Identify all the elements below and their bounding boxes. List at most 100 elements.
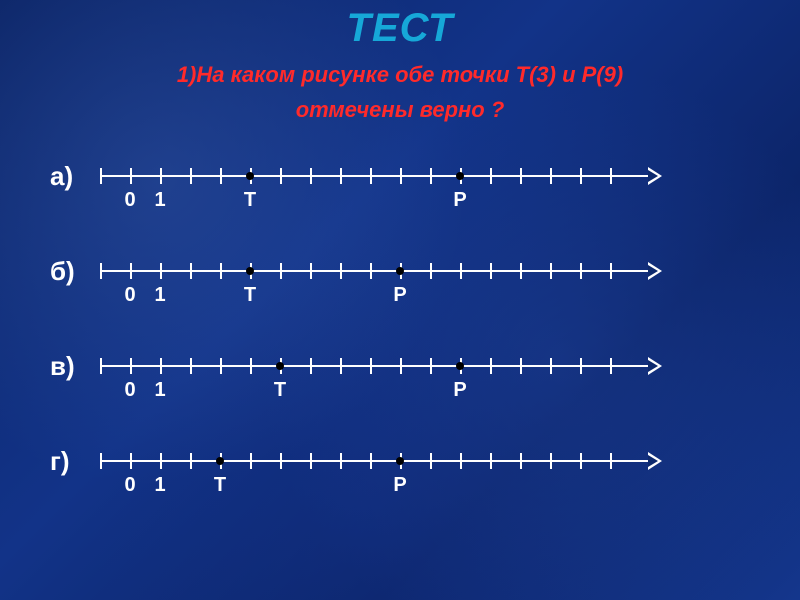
tick-mark [340,263,342,279]
point-dot [396,267,404,275]
axis-label-zero: 0 [124,189,135,212]
point-label: Т [214,474,226,497]
tick-mark [310,168,312,184]
tick-mark [160,168,162,184]
tick-mark [580,168,582,184]
tick-mark [430,453,432,469]
tick-mark [280,168,282,184]
tick-mark [550,263,552,279]
question-line2: отмечены верно ? [296,97,505,122]
tick-mark [370,358,372,374]
point-dot [456,172,464,180]
axis-line [100,175,660,177]
tick-mark [100,358,102,374]
tick-mark [490,263,492,279]
axis-line [100,460,660,462]
point-dot [396,457,404,465]
tick-mark [340,453,342,469]
point-label: Т [244,284,256,307]
axis-label-zero: 0 [124,284,135,307]
tick-mark [520,453,522,469]
tick-mark [550,168,552,184]
option-row[interactable]: а)01ТР [0,155,800,250]
point-label: Р [393,474,406,497]
tick-mark [100,168,102,184]
page-title: ТЕСТ [0,0,800,51]
tick-mark [430,168,432,184]
option-label: в) [50,351,75,382]
tick-mark [370,263,372,279]
tick-mark [100,453,102,469]
option-row[interactable]: б) 01 Т Р [0,250,800,345]
tick-mark [340,358,342,374]
point-dot [276,362,284,370]
tick-mark [430,358,432,374]
options-container: а)01ТРб)01ТРв)01ТРг)01ТР [0,155,800,535]
tick-mark [490,168,492,184]
option-row[interactable]: в)01ТР [0,345,800,440]
point-dot [246,267,254,275]
tick-mark [220,358,222,374]
number-line: 01 Т Р [100,250,660,310]
tick-mark [250,358,252,374]
axis-label-zero: 0 [124,474,135,497]
arrow-icon [648,357,662,375]
tick-mark [310,453,312,469]
arrow-icon [648,452,662,470]
tick-mark [400,358,402,374]
point-label: Р [453,189,466,212]
tick-mark [160,453,162,469]
tick-mark [490,358,492,374]
point-dot [456,362,464,370]
tick-mark [460,263,462,279]
option-row[interactable]: г) 01 Т Р [0,440,800,535]
tick-mark [220,263,222,279]
tick-mark [550,453,552,469]
tick-mark [190,453,192,469]
axis-label-one: 1 [154,189,165,212]
tick-mark [310,358,312,374]
tick-mark [610,358,612,374]
tick-mark [190,263,192,279]
tick-mark [190,168,192,184]
tick-mark [370,168,372,184]
tick-mark [250,453,252,469]
axis-label-zero: 0 [124,379,135,402]
arrow-icon [648,167,662,185]
number-line: 01 Т Р [100,155,660,215]
option-label: б) [50,256,75,287]
option-label: г) [50,446,70,477]
arrow-icon [648,262,662,280]
point-label: Т [244,189,256,212]
tick-mark [520,263,522,279]
tick-mark [100,263,102,279]
tick-mark [580,358,582,374]
number-line: 01 Т Р [100,440,660,500]
question-line1: 1)На каком рисунке обе точки Т(3) и Р(9) [177,62,623,87]
tick-mark [430,263,432,279]
tick-mark [550,358,552,374]
tick-mark [520,358,522,374]
tick-mark [130,358,132,374]
number-line: 01ТР [100,345,660,405]
axis-label-one: 1 [154,474,165,497]
axis-label-one: 1 [154,284,165,307]
tick-mark [610,263,612,279]
tick-mark [490,453,492,469]
tick-mark [280,453,282,469]
tick-mark [220,168,222,184]
point-label: Р [453,379,466,402]
axis-line [100,365,660,367]
point-dot [216,457,224,465]
question-text: 1)На каком рисунке обе точки Т(3) и Р(9)… [0,57,800,127]
tick-mark [520,168,522,184]
point-dot [246,172,254,180]
tick-mark [370,453,372,469]
point-label: Т [274,379,286,402]
tick-mark [580,263,582,279]
tick-mark [160,263,162,279]
tick-mark [160,358,162,374]
tick-mark [190,358,192,374]
tick-mark [130,453,132,469]
point-label: Р [393,284,406,307]
